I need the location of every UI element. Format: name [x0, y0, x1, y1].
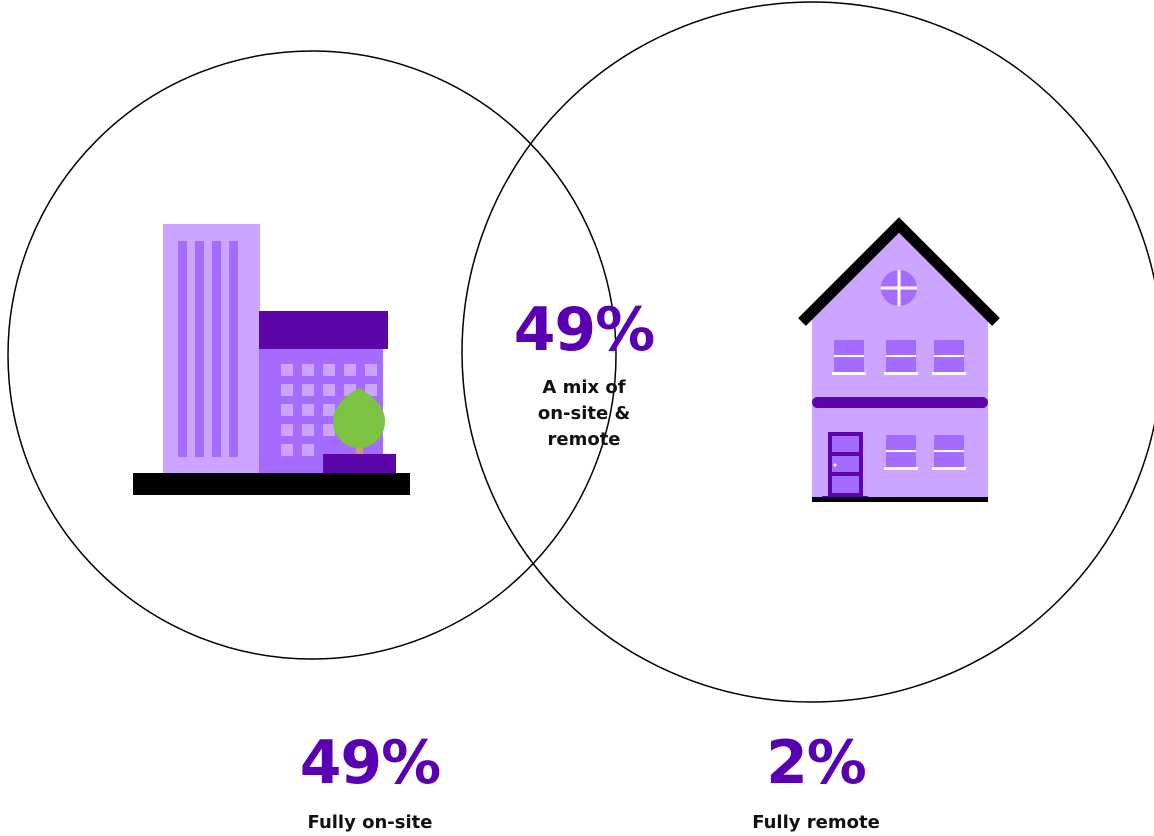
remote-circle [461, 1, 1154, 703]
office-building-icon [133, 224, 410, 495]
round-window-icon [881, 270, 917, 306]
tree-icon [333, 388, 385, 456]
onsite-circle [7, 50, 617, 660]
house-icon [798, 217, 1000, 502]
window-icons [832, 340, 966, 470]
overlap-label-line-3: remote [547, 429, 621, 450]
remote-label: Fully remote [752, 812, 880, 833]
onsite-percent: 49% [299, 728, 442, 798]
overlap-label-line-1: A mix of [542, 377, 626, 398]
onsite-label: Fully on-site [307, 812, 433, 833]
door-icon [822, 432, 868, 502]
overlap-percent: 49% [513, 295, 656, 365]
overlap-label: A mix of on-site & remote [484, 375, 684, 453]
remote-percent: 2% [766, 728, 867, 798]
overlap-label-line-2: on-site & [537, 403, 631, 424]
